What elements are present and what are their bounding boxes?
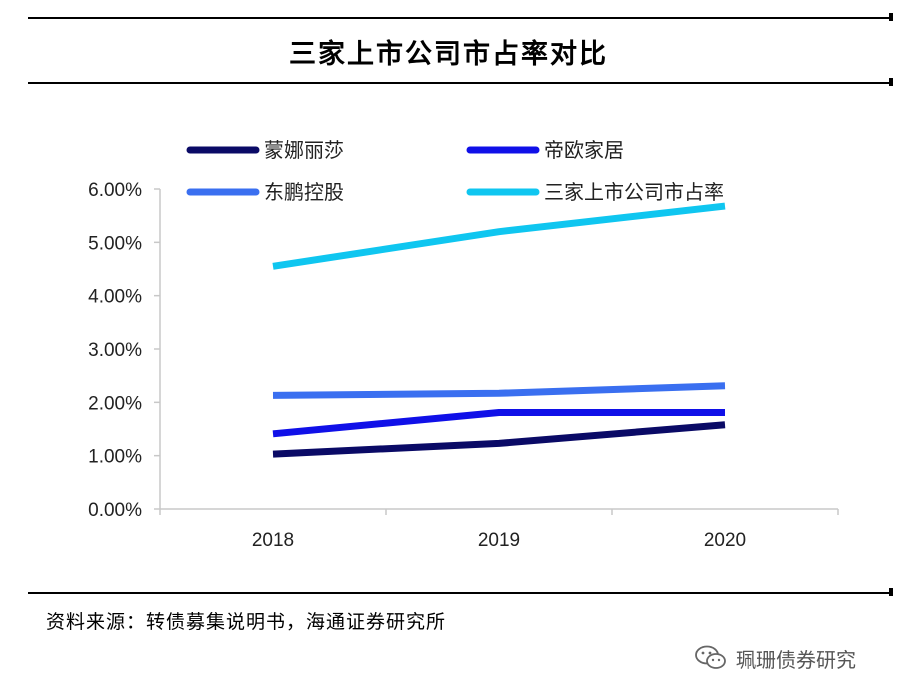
x-tick-label: 2020 bbox=[704, 530, 746, 551]
series-line bbox=[272, 202, 726, 270]
y-axis: 0.00% 1.00% 2.00% 3.00% 4.00% 5.00% 6.00% bbox=[88, 180, 161, 521]
y-tick-label: 2.00% bbox=[88, 393, 142, 414]
legend-label: 帝欧家居 bbox=[544, 138, 624, 162]
x-tick-label: 2019 bbox=[478, 530, 520, 551]
series-lines bbox=[272, 202, 726, 458]
x-axis: 2018 2019 2020 bbox=[159, 508, 839, 551]
y-tick-label: 6.00% bbox=[88, 180, 142, 201]
top-rule bbox=[28, 13, 893, 21]
x-tick-label: 2018 bbox=[252, 530, 294, 551]
legend-label: 蒙娜丽莎 bbox=[264, 138, 344, 162]
y-tick-label: 0.00% bbox=[88, 500, 142, 521]
y-tick-label: 3.00% bbox=[88, 340, 142, 361]
legend-label: 三家上市公司市占率 bbox=[544, 180, 724, 204]
chart-title: 三家上市公司市占率对比 bbox=[289, 39, 608, 70]
title-rule bbox=[28, 78, 893, 86]
legend-label: 东鹏控股 bbox=[264, 180, 344, 204]
source-note: 资料来源：转债募集说明书，海通证券研究所 bbox=[46, 611, 447, 633]
y-tick-label: 5.00% bbox=[88, 233, 142, 254]
bottom-rule bbox=[28, 588, 893, 596]
series-line bbox=[272, 382, 726, 399]
y-tick-label: 1.00% bbox=[88, 447, 142, 468]
watermark-text: 珮珊债券研究 bbox=[736, 647, 856, 672]
wechat-icon bbox=[695, 645, 726, 669]
y-tick-label: 4.00% bbox=[88, 287, 142, 308]
watermark: 珮珊债券研究 bbox=[694, 643, 856, 673]
